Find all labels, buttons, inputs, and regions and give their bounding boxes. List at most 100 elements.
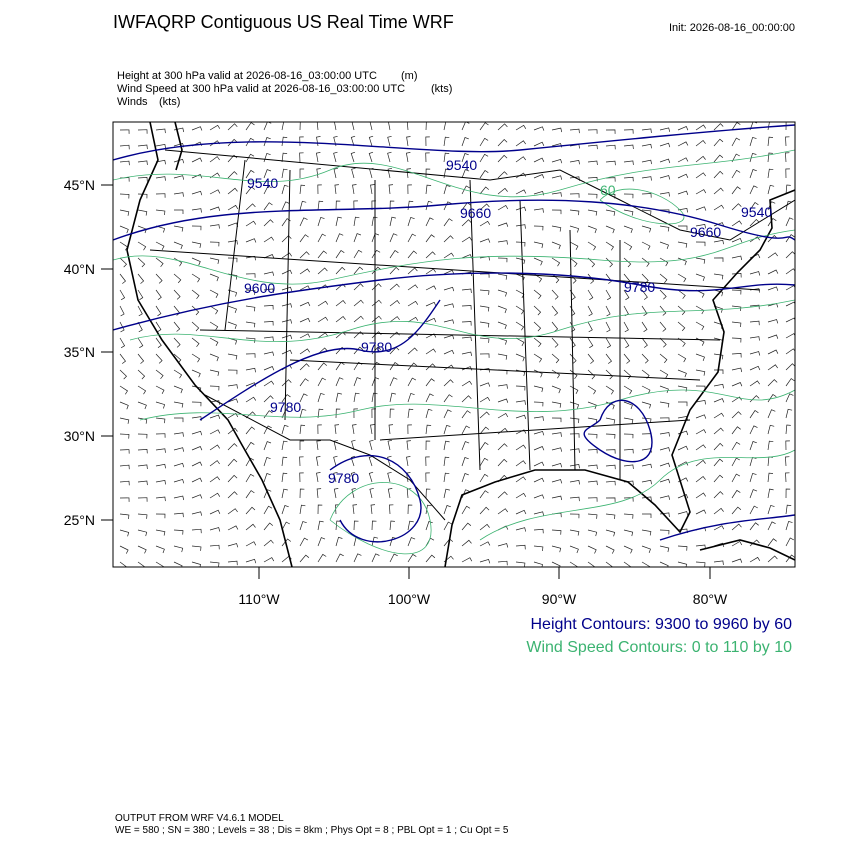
wind-barb bbox=[551, 385, 561, 394]
wind-barb bbox=[731, 186, 741, 195]
wind-barb bbox=[317, 250, 328, 259]
wind-barb bbox=[155, 353, 163, 364]
wind-barb bbox=[623, 257, 632, 268]
wind-barb bbox=[767, 538, 777, 547]
wind-barb bbox=[173, 337, 181, 348]
wind-barb bbox=[785, 554, 795, 563]
wind-barb bbox=[587, 513, 598, 519]
wind-barb bbox=[371, 331, 382, 339]
wind-barb bbox=[533, 126, 545, 131]
wind-barb bbox=[497, 139, 508, 147]
wind-barb bbox=[641, 128, 652, 133]
wind-barb bbox=[677, 273, 687, 283]
wind-barb bbox=[407, 347, 418, 355]
wind-barb bbox=[443, 122, 450, 131]
lat-label: 45°N bbox=[64, 177, 95, 193]
wind-barb bbox=[173, 512, 184, 518]
wind-barb bbox=[533, 174, 545, 179]
wind-barb bbox=[227, 187, 238, 195]
wind-barb bbox=[299, 440, 305, 450]
wind-barb bbox=[281, 168, 288, 179]
wind-barb bbox=[605, 257, 613, 268]
wind-barb bbox=[605, 225, 615, 234]
wind-barb bbox=[191, 157, 203, 163]
wind-barb bbox=[569, 479, 580, 485]
wind-barb bbox=[405, 152, 411, 163]
wind-barb bbox=[227, 171, 238, 179]
wind-barb bbox=[335, 250, 345, 259]
wind-barb bbox=[767, 521, 776, 531]
wind-barb bbox=[353, 520, 359, 531]
height-label: 9780 bbox=[270, 399, 301, 415]
wind-barb bbox=[605, 369, 613, 380]
wind-barb bbox=[407, 250, 418, 259]
wind-barb bbox=[191, 545, 202, 551]
wind-barb bbox=[407, 520, 414, 531]
wind-barb bbox=[227, 491, 238, 499]
wind-barb bbox=[191, 257, 201, 266]
wind-barb bbox=[245, 153, 255, 163]
wind-barb bbox=[407, 284, 418, 291]
wind-barb bbox=[497, 427, 508, 435]
wind-barb bbox=[119, 529, 130, 537]
wind-barb bbox=[479, 153, 489, 163]
wind-barb bbox=[785, 285, 795, 291]
wind-barb bbox=[281, 334, 293, 340]
wind-barb bbox=[641, 143, 652, 149]
wind-barb bbox=[785, 122, 787, 131]
wind-barb bbox=[515, 561, 526, 567]
wind-barb bbox=[173, 401, 184, 408]
wind-barb bbox=[659, 289, 667, 300]
wind-barb bbox=[569, 369, 578, 380]
wind-barb bbox=[551, 447, 563, 452]
wind-barb bbox=[316, 136, 321, 147]
wind-barb bbox=[317, 300, 329, 307]
wind-barb bbox=[119, 209, 130, 216]
wind-barb bbox=[749, 522, 759, 531]
wind-barb bbox=[155, 463, 166, 469]
wind-barb bbox=[695, 155, 706, 163]
wind-barb bbox=[587, 241, 597, 251]
wind-barb bbox=[406, 488, 412, 499]
wind-barb bbox=[443, 424, 451, 435]
wind-barb bbox=[263, 236, 274, 243]
wind-barb bbox=[425, 378, 435, 387]
wind-barb bbox=[641, 401, 652, 409]
wind-barb bbox=[227, 398, 239, 403]
wind-barb bbox=[623, 160, 634, 165]
wind-barb bbox=[785, 456, 790, 467]
wind-barb bbox=[119, 480, 130, 486]
wind-barb bbox=[533, 369, 543, 378]
wind-barb bbox=[569, 561, 579, 567]
wind-barb bbox=[209, 429, 221, 435]
wind-barb bbox=[497, 384, 508, 389]
wind-barb bbox=[443, 364, 455, 371]
wind-barb bbox=[551, 369, 561, 379]
wind-barb bbox=[551, 432, 562, 437]
wind-barb bbox=[443, 521, 453, 531]
wind-barb bbox=[497, 289, 508, 297]
wind-barb bbox=[443, 488, 450, 499]
wind-barb bbox=[695, 459, 706, 467]
wind-barb bbox=[785, 200, 793, 211]
wind-barb bbox=[425, 408, 433, 419]
wind-barb bbox=[677, 545, 688, 551]
wind-barb bbox=[605, 433, 616, 439]
wind-barb bbox=[659, 495, 671, 500]
wind-barb bbox=[641, 337, 648, 348]
wind-barb bbox=[713, 123, 724, 131]
field-units: (kts) bbox=[159, 96, 180, 108]
wind-barb bbox=[137, 193, 148, 199]
wind-barb bbox=[371, 520, 377, 531]
contour-labels: 9540 9540 9660 9660 9540 9600 9780 9780 … bbox=[244, 157, 772, 486]
wind-barb bbox=[317, 553, 327, 563]
wind-barb bbox=[389, 283, 400, 291]
wind-barb bbox=[569, 241, 579, 250]
wind-barb bbox=[388, 122, 391, 131]
wind-barb bbox=[263, 505, 273, 515]
wind-barb bbox=[425, 168, 431, 179]
wind-barb bbox=[569, 433, 580, 438]
wind-barb bbox=[245, 367, 256, 373]
wind-barb bbox=[641, 257, 650, 267]
wind-barb bbox=[209, 124, 221, 131]
